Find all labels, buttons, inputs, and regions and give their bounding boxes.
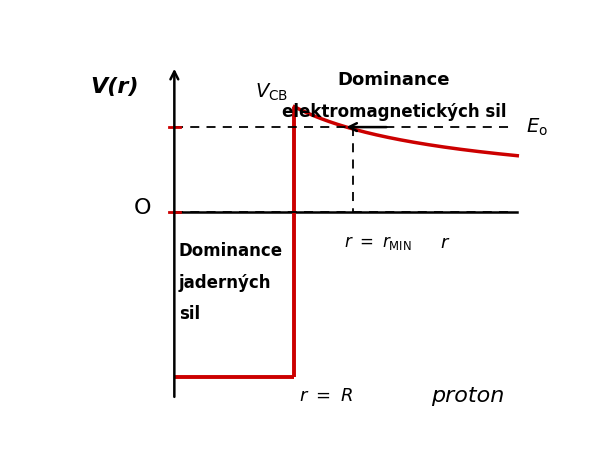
Text: sil: sil — [179, 306, 200, 324]
Text: Dominance: Dominance — [337, 71, 450, 89]
Text: Dominance: Dominance — [179, 242, 283, 260]
Text: elektromagnetických sil: elektromagnetických sil — [281, 103, 506, 121]
Text: V(r): V(r) — [91, 77, 139, 97]
Text: r: r — [440, 235, 448, 253]
Text: $r\ =\ R$: $r\ =\ R$ — [299, 387, 353, 405]
Text: proton: proton — [431, 386, 505, 406]
Text: $r\ =\ r_{\sf MIN}$: $r\ =\ r_{\sf MIN}$ — [343, 235, 411, 253]
Text: $E_{\sf o}$: $E_{\sf o}$ — [526, 117, 548, 138]
Text: $V_{\sf CB}$: $V_{\sf CB}$ — [255, 82, 288, 103]
Text: O: O — [133, 198, 151, 218]
Text: jaderných: jaderných — [179, 273, 271, 291]
